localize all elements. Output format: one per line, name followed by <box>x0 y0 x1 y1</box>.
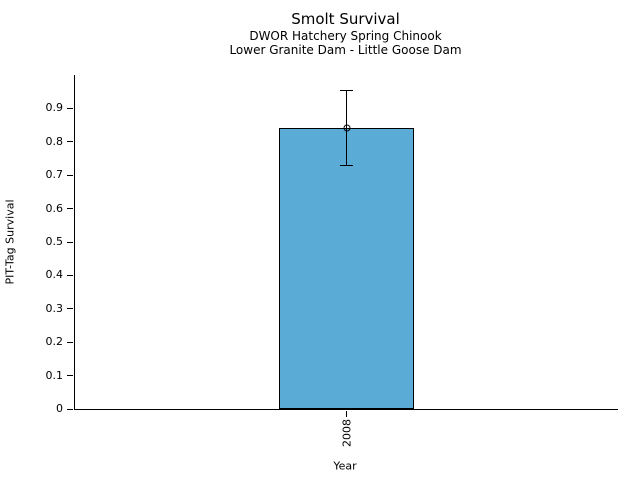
error-bar-cap-top <box>340 89 353 91</box>
y-axis-tick <box>67 375 73 377</box>
y-axis-tick <box>67 107 73 109</box>
y-axis-tick <box>67 308 73 310</box>
x-tick-label: 2008 <box>340 419 353 447</box>
y-tick-label: 0.2 <box>45 335 64 349</box>
y-axis-tick <box>67 174 73 176</box>
y-tick-label: 0.8 <box>45 134 64 148</box>
chart-header: Smolt Survival DWOR Hatchery Spring Chin… <box>74 10 617 57</box>
y-tick-label: 0.4 <box>45 268 64 282</box>
y-axis-tick <box>67 341 73 343</box>
y-axis-tick <box>67 141 73 143</box>
chart-subtitle-line2: Lower Granite Dam - Little Goose Dam <box>229 43 462 57</box>
y-tick-label: 0.3 <box>45 301 64 315</box>
chart-subtitle-line1: DWOR Hatchery Spring Chinook <box>249 29 442 43</box>
y-tick-label: 0.1 <box>45 368 64 382</box>
y-tick-label: 0 <box>56 402 63 415</box>
chart-title: Smolt Survival <box>291 10 400 28</box>
y-tick-label: 0.5 <box>45 235 64 248</box>
x-axis-title: Year <box>333 459 357 473</box>
y-axis-tick <box>67 208 73 210</box>
y-axis-tick <box>67 241 73 243</box>
survival-point-marker <box>343 124 350 132</box>
x-axis-tick <box>346 411 347 417</box>
y-axis-tick <box>67 274 73 276</box>
y-tick-label: 0.6 <box>45 201 64 215</box>
error-bar-cap-bottom <box>340 164 353 166</box>
bar-2008 <box>278 128 415 409</box>
y-tick-label: 0.9 <box>45 101 64 115</box>
y-tick-label: 0.7 <box>45 168 64 182</box>
y-axis-tick <box>67 408 73 410</box>
y-axis-title: PIT-Tag Survival <box>3 199 17 285</box>
plot-area: 0 0.1 0.2 0.3 0.4 0.5 0.6 0.7 0.8 0.9 2008 <box>46 75 618 447</box>
